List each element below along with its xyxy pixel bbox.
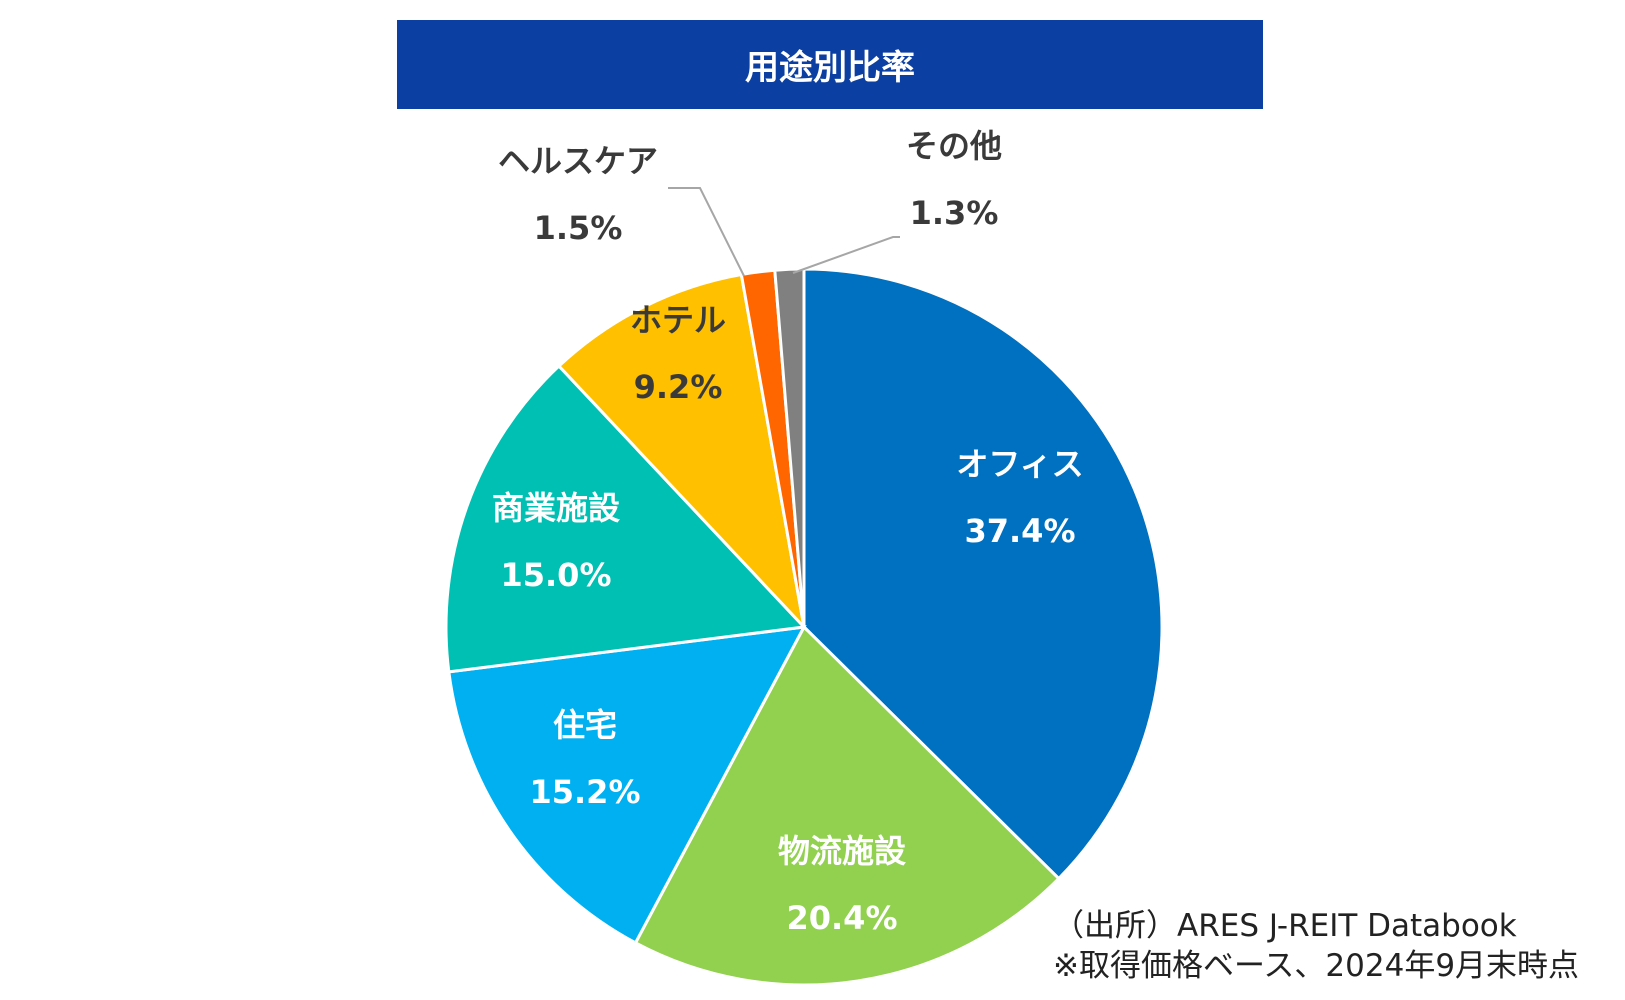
pie-slice-1 [802, 267, 1164, 881]
basis-note: ※取得価格ベース、2024年9月末時点 [1053, 948, 1580, 984]
value-label-5: 9.2% [634, 368, 723, 406]
chart-title: 用途別比率 [745, 48, 915, 88]
source-note: （出所）ARES J-REIT Databook [1053, 908, 1517, 944]
chart-title-bar: 用途別比率 [397, 20, 1263, 109]
pie-slice-2 [633, 624, 1061, 987]
category-label-3: 住宅 [553, 706, 617, 744]
category-label-1: オフィス [956, 445, 1083, 483]
category-label-2: 物流施設 [778, 832, 906, 870]
category-label-5: ホテル [630, 301, 726, 339]
value-label-2: 20.4% [786, 899, 897, 937]
pie-slice-5 [556, 272, 807, 632]
value-label-3: 15.2% [529, 773, 640, 811]
category-label-7: その他 [906, 127, 1002, 165]
value-label-1: 37.4% [964, 512, 1075, 550]
category-label-6: ヘルスケア [498, 142, 658, 180]
leader-line-6 [668, 187, 745, 277]
value-label-4: 15.0% [500, 556, 611, 594]
value-label-7: 1.3% [910, 194, 999, 232]
pie-slice-4 [444, 363, 808, 674]
pie-slice-3 [447, 625, 807, 945]
leader-line-7 [792, 236, 900, 274]
category-label-4: 商業施設 [492, 489, 620, 527]
value-label-6: 1.5% [534, 209, 623, 247]
